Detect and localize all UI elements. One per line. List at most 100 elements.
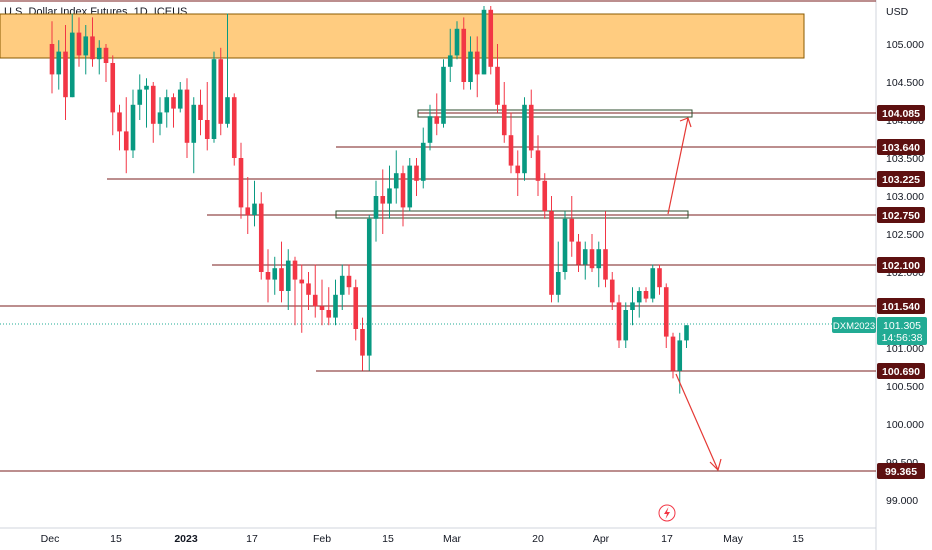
candle [420,127,426,189]
lightning-icon[interactable] [658,504,676,522]
currency-label: USD [886,6,909,18]
price-level-value: 103.225 [882,174,920,186]
price-axis[interactable]: USD105.000104.500104.000103.500103.00010… [886,6,924,507]
price-badges: 104.085 103.640 103.225 102.750 102.100 101.5… [832,105,927,479]
price-level-badge[interactable]: 103.640 [877,139,925,155]
candle [157,97,163,136]
candle [569,196,575,257]
supply-zone[interactable] [0,13,805,59]
candle-body [569,218,575,242]
candle-body [474,51,480,75]
candle-body [657,268,662,288]
candle-body [522,104,527,174]
price-tick-label: 100.000 [886,419,924,431]
time-tick-label: 2023 [174,533,198,545]
price-level-badge[interactable]: 102.100 [877,257,925,273]
candle [272,256,278,295]
price-level-badge[interactable]: 100.690 [877,363,925,379]
down-arrow[interactable] [675,373,722,472]
candle [495,44,500,113]
candle-body [63,51,68,98]
candle [562,211,568,280]
breakout-box[interactable] [335,210,689,219]
candle [663,283,669,348]
up-arrow[interactable] [667,117,692,215]
candle-body [528,104,534,151]
candle-body [83,36,89,56]
candle [542,173,548,219]
candle-body [306,283,311,295]
candle-body [623,310,629,341]
candle [144,78,149,128]
level-lines [0,112,876,472]
price-level-value: 104.085 [882,108,920,120]
candle [373,180,379,242]
price-level-badge[interactable]: 103.225 [877,171,925,187]
candle-body [603,249,608,280]
candle [339,264,345,310]
candle [643,287,649,303]
candle [684,325,689,348]
candle-body [49,44,55,75]
candle-body [103,47,109,63]
candle [110,55,116,136]
time-tick-label: 20 [532,533,544,545]
candle-body [366,218,372,356]
candle [103,44,109,82]
candle [312,264,318,318]
candle-body [164,97,170,113]
candle-body [461,28,467,82]
candle [333,279,338,326]
candle [49,21,55,94]
candle-body [150,85,156,124]
candle-body [177,89,183,109]
time-tick-label: 15 [792,533,804,545]
candle-body [441,66,446,124]
time-tick-label: 15 [382,533,394,545]
candle [576,234,581,272]
candle-body [380,196,386,204]
price-tick-label: 102.500 [886,229,924,241]
candle-body [447,55,453,67]
candle-body [677,340,683,371]
candle-body [292,260,298,280]
candle-body [211,59,217,140]
price-level-badge[interactable]: 99.365 [877,463,925,479]
candle-body [515,165,521,174]
candle-body [576,241,581,265]
candle-body [535,150,541,181]
candle [434,93,440,136]
candle-body [123,131,129,151]
candle [90,17,95,67]
candle [589,234,595,272]
candle-body [171,97,176,109]
candle-body [56,51,62,75]
candle-body [285,260,291,291]
candle [616,294,622,348]
candle-body [468,51,473,82]
time-tick-label: 17 [661,533,673,545]
candle-body [589,249,595,269]
candle-body [616,302,622,341]
candle [306,272,311,310]
candle [130,89,136,158]
time-tick-label: Feb [313,533,331,545]
price-level-badge[interactable]: 101.540 [877,298,925,314]
candle-body [110,63,116,113]
candle [279,241,284,303]
candle [400,165,406,227]
candle-body [454,28,460,56]
time-axis[interactable]: Dec 15 2023 17 Feb 15 Mar 20 Apr 17 May 15 [41,533,804,545]
candle-body [427,116,433,143]
price-tick-label: 99.000 [886,495,918,507]
candle [468,36,473,90]
candle [528,89,534,158]
candle-body [312,294,318,307]
price-level-badge[interactable]: 104.085 [877,105,925,121]
upper-target-box[interactable] [417,109,693,118]
candle [218,47,224,136]
price-level-badge[interactable]: 102.750 [877,207,925,223]
candle-body [252,203,257,215]
